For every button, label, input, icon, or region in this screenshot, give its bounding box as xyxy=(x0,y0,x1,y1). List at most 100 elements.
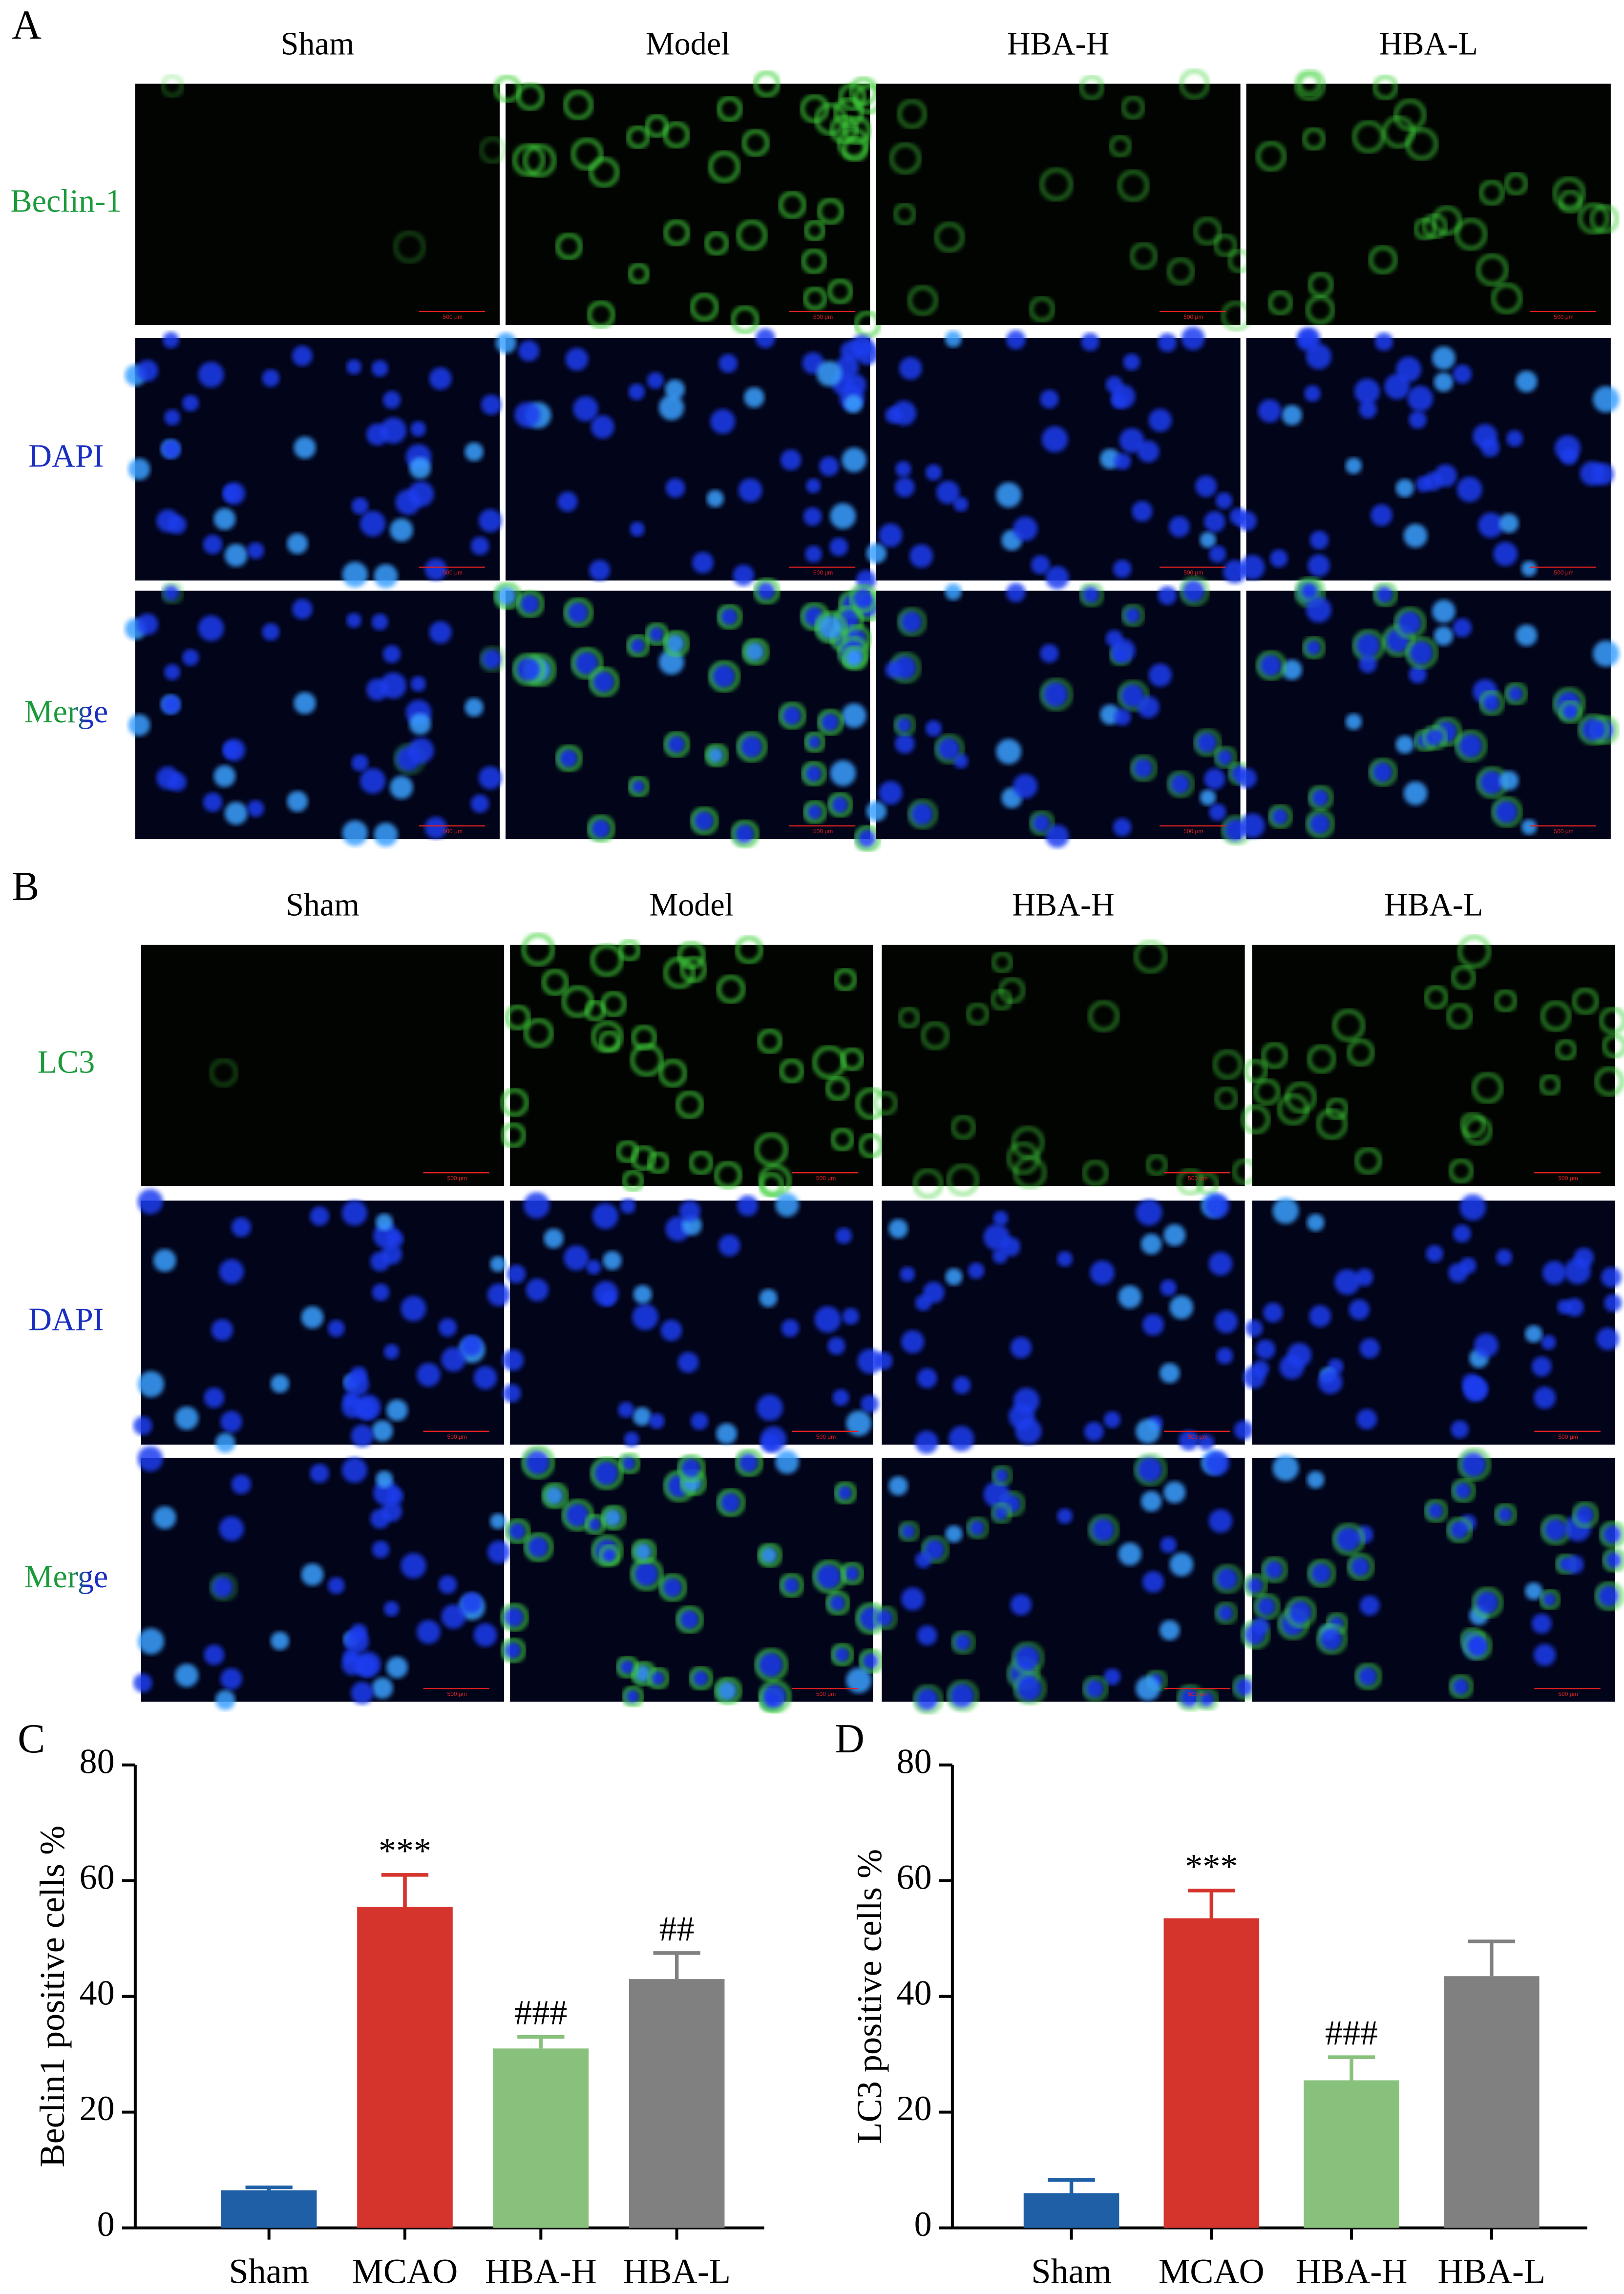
green-signal xyxy=(1167,257,1195,285)
column-label: HBA-H xyxy=(1012,887,1115,923)
green-signal xyxy=(735,1449,763,1477)
nucleus xyxy=(781,1319,800,1337)
micrograph-bg xyxy=(1246,84,1611,325)
nucleus xyxy=(1084,1679,1104,1699)
green-signal xyxy=(1539,1589,1561,1610)
green-signal xyxy=(591,944,623,977)
green-signal xyxy=(1424,985,1448,1010)
green-signal xyxy=(1167,770,1195,798)
nucleus xyxy=(1272,1198,1299,1224)
scale-bar-label: 500 μm xyxy=(813,828,833,835)
nucleus xyxy=(175,1406,199,1430)
green-signal xyxy=(1472,1073,1503,1103)
nucleus xyxy=(1234,1677,1253,1697)
green-signal xyxy=(1491,283,1522,314)
nucleus xyxy=(842,447,866,472)
nucleus xyxy=(936,481,960,504)
nucleus xyxy=(757,1651,783,1678)
nucleus xyxy=(464,442,484,462)
nucleus xyxy=(1263,1303,1283,1323)
nucleus xyxy=(895,717,911,733)
y-axis-label: LC3 positive cells % xyxy=(850,1849,889,2144)
green-signal xyxy=(754,578,780,604)
nucleus xyxy=(573,396,598,421)
nucleus xyxy=(1119,683,1144,709)
nucleus xyxy=(1240,813,1265,838)
micrograph: 500 μm xyxy=(866,576,1252,848)
nucleus xyxy=(803,764,822,783)
green-signal xyxy=(571,647,603,679)
green-signal xyxy=(591,1457,623,1490)
nucleus xyxy=(819,456,839,477)
nucleus xyxy=(860,1395,879,1413)
green-signal xyxy=(512,653,545,686)
bar xyxy=(1163,1918,1260,2228)
nucleus xyxy=(692,552,714,573)
green-signal xyxy=(1326,1097,1349,1120)
nucleus xyxy=(182,395,199,412)
nucleus xyxy=(164,664,181,680)
green-signal xyxy=(1298,72,1321,96)
nucleus xyxy=(1304,639,1321,656)
green-signal xyxy=(907,799,938,829)
scale-bar-label: 500 μm xyxy=(443,314,463,320)
nucleus xyxy=(759,1546,778,1564)
nucleus xyxy=(1596,1584,1619,1608)
nucleus xyxy=(775,1450,799,1474)
scale-bar-label: 500 μm xyxy=(1554,569,1573,576)
nucleus xyxy=(381,1243,402,1265)
nucleus xyxy=(846,1410,872,1436)
green-signal xyxy=(1394,607,1426,639)
nucleus xyxy=(573,651,598,676)
nucleus xyxy=(386,1399,408,1421)
nucleus xyxy=(755,328,776,348)
significance-label: *** xyxy=(1185,1847,1238,1886)
scale-bar-label: 500 μm xyxy=(1558,1433,1578,1440)
nucleus xyxy=(1424,472,1443,491)
nucleus xyxy=(1574,1505,1594,1525)
nucleus xyxy=(1258,399,1282,423)
micrograph: 500 μm xyxy=(866,326,1247,589)
green-signal xyxy=(663,122,690,148)
green-signal xyxy=(1316,1109,1348,1139)
nucleus xyxy=(1542,1261,1566,1285)
nucleus xyxy=(1474,1333,1498,1358)
green-signal xyxy=(1254,1078,1280,1105)
green-signal xyxy=(1369,246,1397,274)
micrograph: 500 μm xyxy=(1241,935,1624,1186)
column-label: Model xyxy=(646,26,730,62)
green-signal xyxy=(1451,965,1476,990)
nucleus xyxy=(1114,453,1131,470)
green-signal xyxy=(831,1643,854,1666)
micrograph: 500 μm xyxy=(125,332,502,589)
nucleus xyxy=(219,1259,244,1284)
nucleus xyxy=(1163,1224,1186,1246)
green-signal xyxy=(1578,714,1609,745)
green-signal xyxy=(1555,1039,1577,1061)
column-label: Sham xyxy=(286,887,359,923)
green-signal xyxy=(1029,296,1055,322)
bar xyxy=(1304,2080,1399,2228)
nucleus xyxy=(1015,1418,1042,1445)
nucleus xyxy=(1426,1502,1443,1520)
nucleus xyxy=(1432,346,1455,370)
column-label: HBA-L xyxy=(1379,26,1478,62)
scale-bar-label: 500 μm xyxy=(1183,314,1203,320)
nucleus xyxy=(1057,1251,1073,1267)
green-signal xyxy=(1332,1523,1365,1556)
green-signal xyxy=(717,96,742,122)
nucleus xyxy=(857,1348,883,1374)
nucleus xyxy=(949,1683,974,1709)
nucleus xyxy=(1140,1234,1162,1255)
nucleus xyxy=(565,601,589,624)
nucleus xyxy=(633,1407,652,1426)
nucleus xyxy=(1215,749,1233,766)
y-tick-label: 40 xyxy=(80,1973,115,2012)
green-signal xyxy=(825,1591,850,1616)
green-signal xyxy=(1432,206,1462,235)
nucleus xyxy=(213,765,236,787)
green-signal xyxy=(1595,1067,1624,1096)
nucleus xyxy=(909,802,933,826)
green-signal xyxy=(689,1666,713,1690)
